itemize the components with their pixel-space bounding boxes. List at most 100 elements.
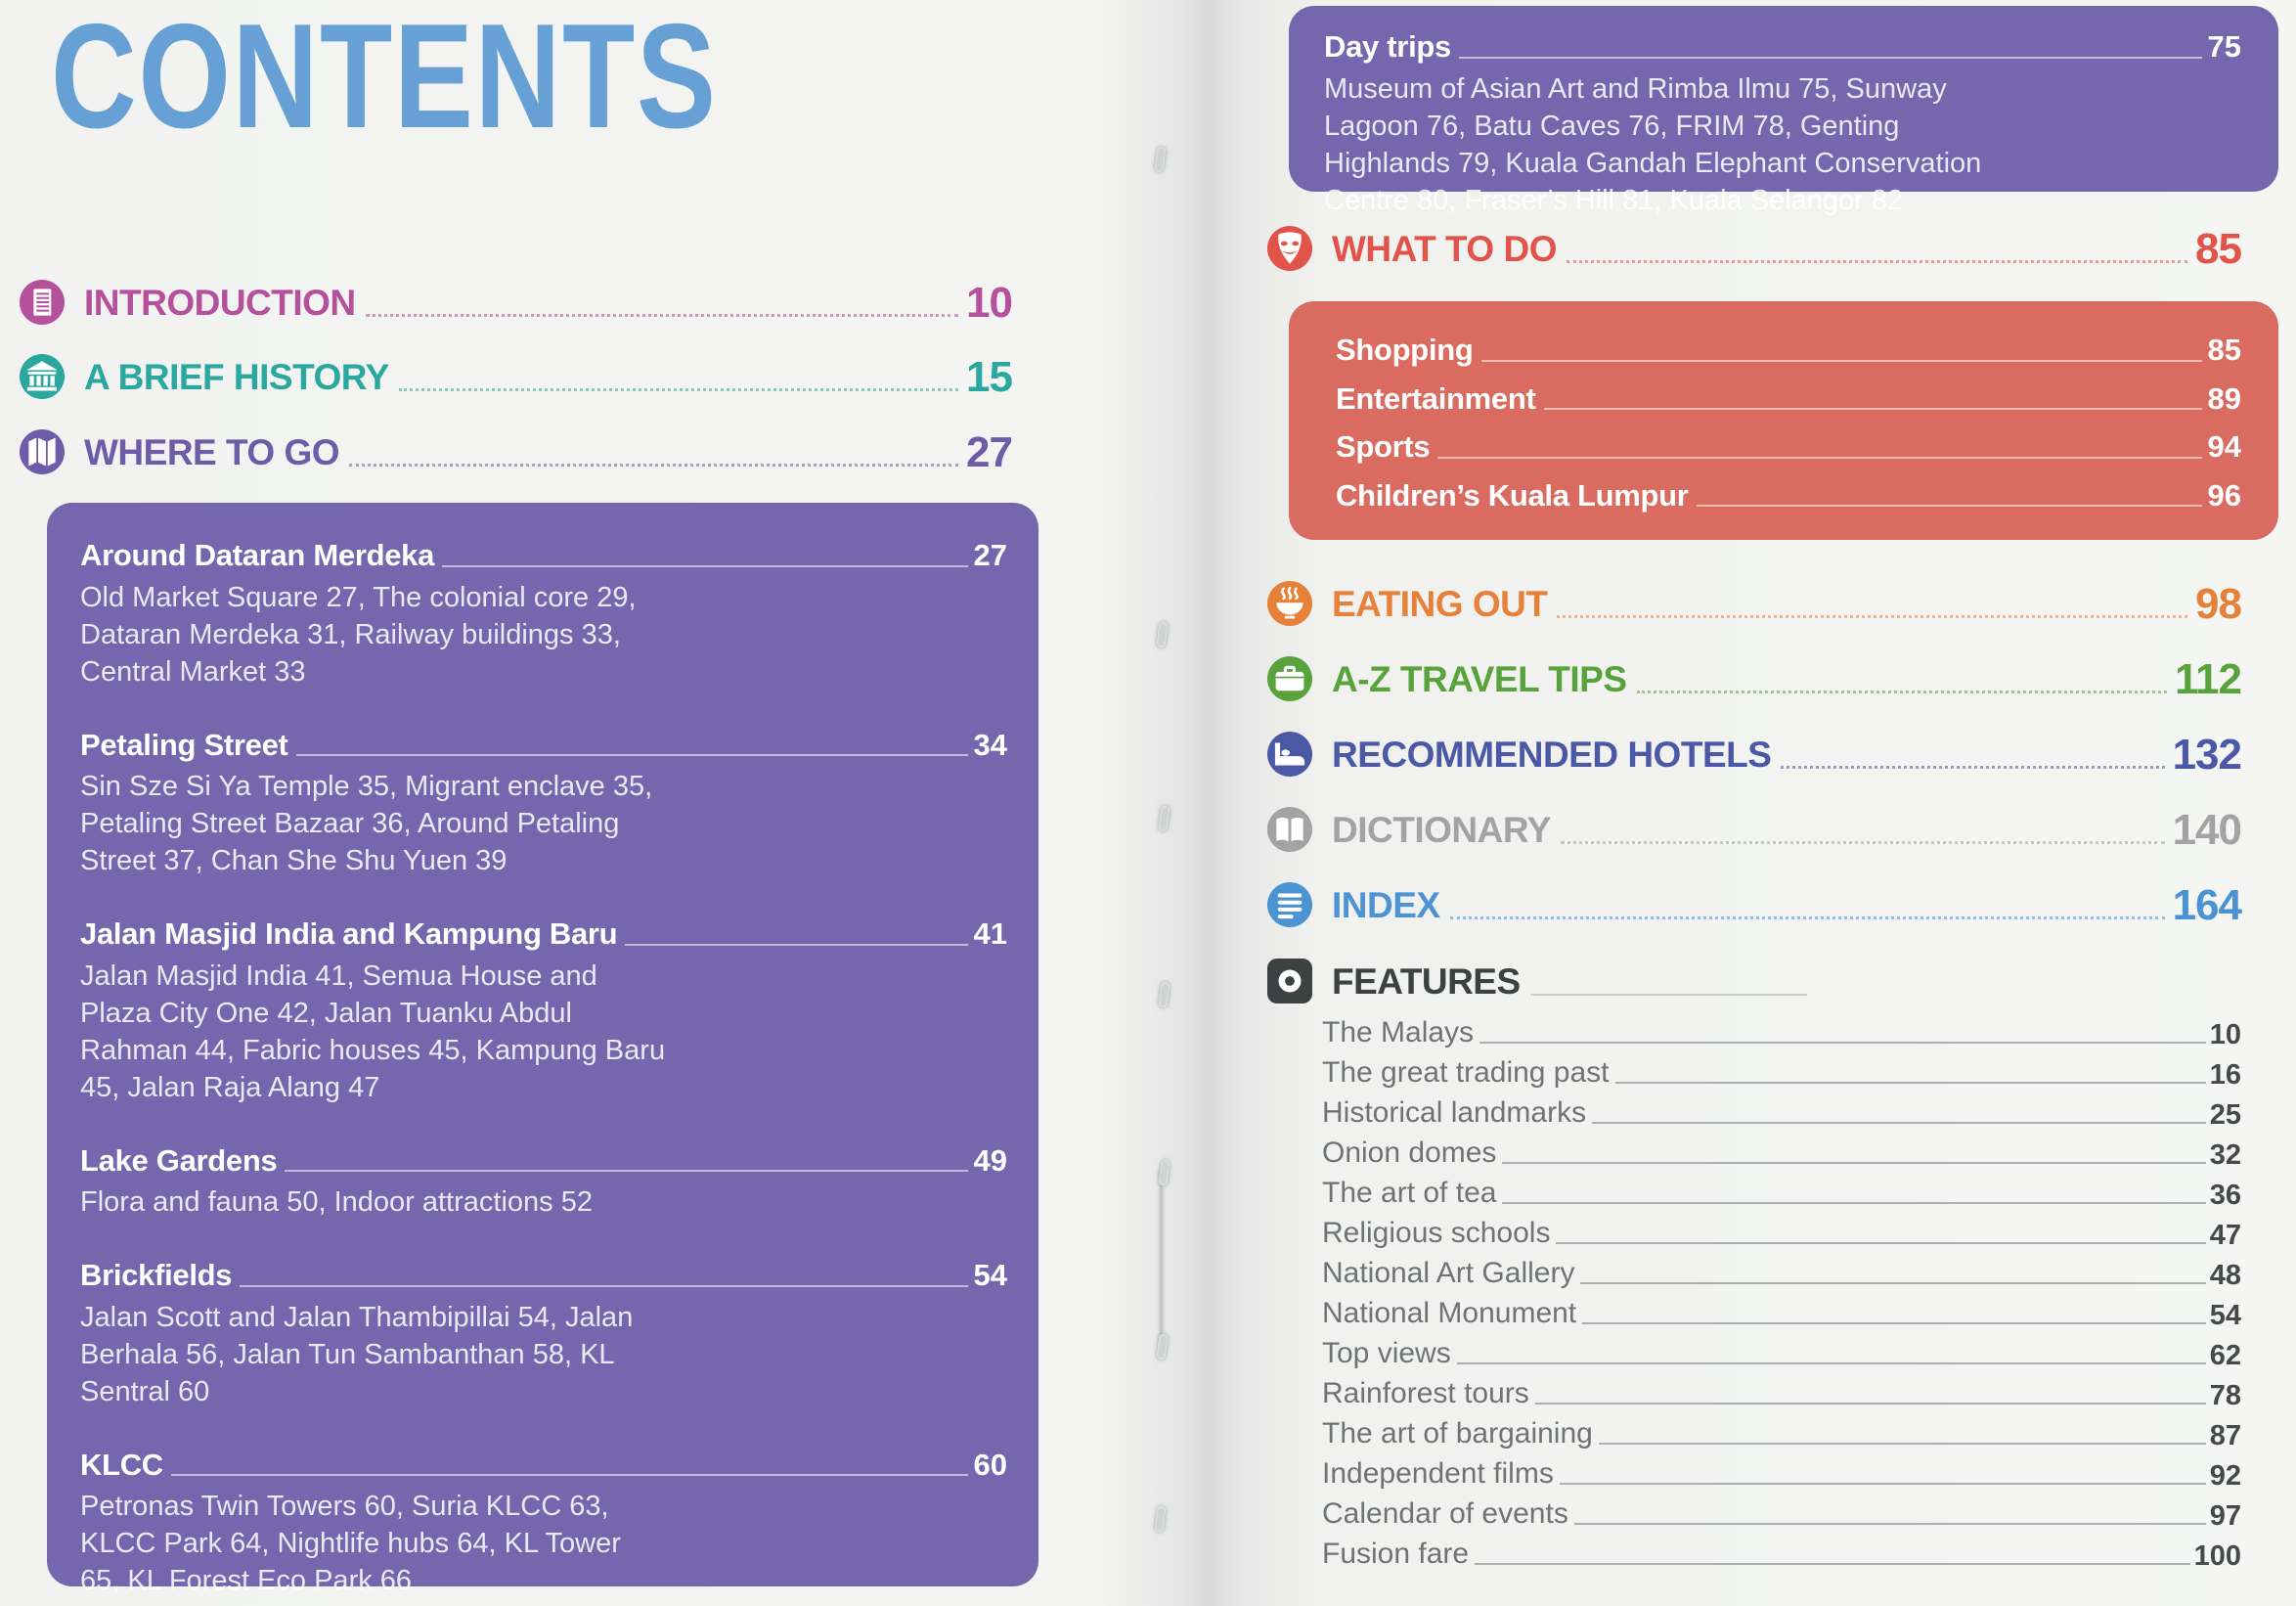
section-page: 34 <box>973 727 1007 762</box>
toc-entry-page: 132 <box>2172 730 2242 779</box>
item-page: 94 <box>2207 429 2241 465</box>
leader-line <box>1636 691 2168 693</box>
item-label: Entertainment <box>1336 380 1536 416</box>
box-section-lake-gardens: Lake Gardens 49 Flora and fauna 50, Indo… <box>80 1142 1007 1222</box>
feature-page: 10 <box>2209 1019 2241 1051</box>
toc-entry-page: 15 <box>966 352 1013 401</box>
feature-item: Rainforest tours 78 <box>1322 1377 2241 1412</box>
leader-line <box>1502 1162 2206 1164</box>
bed-icon <box>1267 732 1312 777</box>
document-icon <box>20 280 65 325</box>
feature-page: 48 <box>2209 1260 2241 1292</box>
toc-entry-what-to-do: WHAT TO DO 85 <box>1267 224 2242 273</box>
leader-line <box>240 1284 968 1287</box>
section-page: 75 <box>2207 29 2241 64</box>
section-title: KLCC <box>80 1447 163 1482</box>
feature-item: National Art Gallery 48 <box>1322 1257 2241 1292</box>
feature-label: The great trading past <box>1322 1056 1610 1089</box>
box-section-dataran-merdeka: Around Dataran Merdeka 27 Old Market Squ… <box>80 538 1007 691</box>
leader-line <box>1582 1322 2206 1324</box>
feature-page: 78 <box>2209 1380 2241 1412</box>
section-title: Jalan Masjid India and Kampung Baru <box>80 916 618 952</box>
feature-page: 32 <box>2209 1139 2241 1172</box>
box-section-jalan-masjid: Jalan Masjid India and Kampung Baru 41 J… <box>80 918 1007 1106</box>
feature-label: Calendar of events <box>1322 1497 1568 1530</box>
toc-entry-eating-out: EATING OUT 98 <box>1267 579 2242 628</box>
leader-line <box>1456 1362 2206 1364</box>
leader-line <box>365 314 959 317</box>
feature-item: Religious schools 47 <box>1322 1217 2241 1252</box>
camera-lens-icon <box>1267 959 1312 1004</box>
toc-entry-label: EATING OUT <box>1332 584 1548 624</box>
leader-line <box>1534 1403 2206 1405</box>
item-page: 89 <box>2207 380 2241 416</box>
leader-line <box>1480 359 2202 362</box>
toc-entry-hotels: RECOMMENDED HOTELS 132 <box>1267 730 2242 779</box>
toc-entry-travel-tips: A-Z TRAVEL TIPS 112 <box>1267 654 2242 703</box>
open-book-icon <box>1267 807 1312 852</box>
feature-item: Fusion fare 100 <box>1322 1539 2241 1571</box>
toc-entry-label: WHERE TO GO <box>84 432 340 472</box>
section-title: Brickfields <box>80 1258 233 1293</box>
toc-entry-page: 112 <box>2175 654 2242 703</box>
toc-entry-introduction: INTRODUCTION 10 <box>20 280 1013 325</box>
feature-label: Rainforest tours <box>1322 1377 1529 1409</box>
feature-page: 16 <box>2209 1059 2241 1092</box>
toc-entry-page: 85 <box>2195 224 2242 273</box>
page-title: CONTENTS <box>51 0 718 159</box>
feature-page: 87 <box>2209 1420 2241 1452</box>
section-page: 49 <box>973 1142 1007 1178</box>
day-trips-box: Day trips 75 Museum of Asian Art and Rim… <box>1289 6 2278 216</box>
item-page: 96 <box>2207 477 2241 513</box>
feature-label: Top views <box>1322 1337 1451 1369</box>
toc-entry-label: RECOMMENDED HOTELS <box>1332 735 1772 775</box>
toc-entry-page: 164 <box>2172 880 2242 929</box>
toc-entry-where-to-go: WHERE TO GO 27 <box>20 429 1013 474</box>
box-item-shopping: Shopping 85 <box>1336 333 2241 367</box>
toc-entry-page: 98 <box>2195 579 2242 628</box>
where-to-go-box: Around Dataran Merdeka 27 Old Market Squ… <box>47 503 1038 1596</box>
section-title: Around Dataran Merdeka <box>80 538 435 572</box>
item-label: Shopping <box>1336 333 1474 367</box>
leader-line <box>170 1474 968 1477</box>
toc-entry-label: DICTIONARY <box>1332 810 1551 850</box>
leader-line <box>1475 1563 2190 1565</box>
leader-line <box>349 464 959 467</box>
feature-label: National Art Gallery <box>1322 1257 1575 1289</box>
feature-label: The art of bargaining <box>1322 1417 1593 1450</box>
feature-page: 36 <box>2209 1180 2241 1212</box>
feature-item: The art of tea 36 <box>1322 1179 2241 1212</box>
section-detail: Sin Sze Si Ya Temple 35, Migrant enclave… <box>80 771 653 877</box>
feature-item: Independent films 92 <box>1322 1459 2241 1491</box>
section-detail: Flora and fauna 50, Indoor attractions 5… <box>80 1186 593 1219</box>
feature-item: Calendar of events 97 <box>1322 1497 2241 1531</box>
feature-page: 62 <box>2209 1340 2241 1372</box>
section-title: Lake Gardens <box>80 1142 278 1178</box>
feature-label: The Malays <box>1322 1016 1475 1048</box>
box-section-petaling-street: Petaling Street 34 Sin Sze Si Ya Temple … <box>80 727 1007 880</box>
box-item-childrens-kl: Children’s Kuala Lumpur 96 <box>1336 477 2241 513</box>
leader-line <box>1614 1082 2206 1084</box>
feature-item: The art of bargaining 87 <box>1322 1417 2241 1452</box>
leader-line <box>442 564 968 567</box>
feature-item: Historical landmarks 25 <box>1322 1098 2241 1132</box>
left-page: CONTENTS INTRODUCTION 10 A BRIEF HISTORY… <box>20 0 1038 1596</box>
list-icon <box>1267 882 1312 927</box>
section-title: Day trips <box>1324 29 1451 64</box>
toc-entry-label: A BRIEF HISTORY <box>84 357 389 397</box>
section-detail: Petronas Twin Towers 60, Suria KLCC 63, … <box>80 1491 621 1597</box>
feature-label: Religious schools <box>1322 1217 1551 1249</box>
section-page: 54 <box>973 1258 1007 1293</box>
leader-line <box>1479 1042 2206 1044</box>
box-section-klcc: KLCC 60 Petronas Twin Towers 60, Suria K… <box>80 1447 1007 1600</box>
leader-line <box>1781 766 2165 769</box>
section-page: 60 <box>973 1447 1007 1482</box>
leader-line <box>295 754 968 757</box>
feature-page: 25 <box>2209 1099 2241 1132</box>
leader-line <box>1458 56 2202 59</box>
mask-icon <box>1267 226 1312 271</box>
leader-line <box>1592 1122 2206 1124</box>
feature-item: The great trading past 16 <box>1322 1056 2241 1092</box>
feature-page: 47 <box>2209 1220 2241 1252</box>
